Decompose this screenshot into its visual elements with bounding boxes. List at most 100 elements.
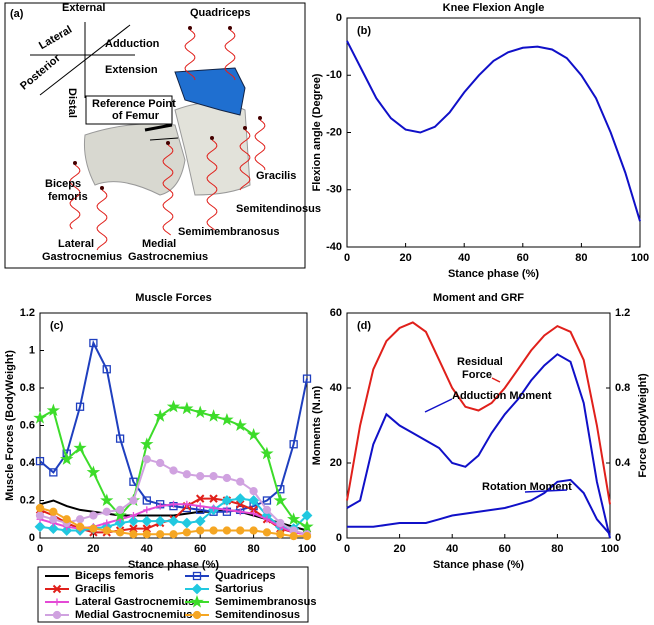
x-tick-label: 40 — [458, 252, 470, 264]
diagram-label: Medial — [142, 238, 176, 250]
marker — [52, 610, 62, 620]
marker — [62, 515, 71, 524]
marker — [168, 515, 179, 527]
muscle-point — [188, 26, 192, 30]
y2-tick-label: 0.8 — [615, 382, 630, 394]
marker — [155, 458, 165, 468]
marker — [52, 584, 62, 594]
annotation: Residual — [457, 356, 503, 368]
marker — [49, 507, 58, 516]
marker — [260, 446, 274, 460]
marker — [181, 517, 193, 529]
marker — [53, 598, 61, 606]
series-line — [346, 40, 641, 222]
y-tick-label: 0 — [29, 532, 35, 544]
marker — [300, 519, 314, 533]
y-tick-label: -30 — [326, 184, 342, 196]
chart-title: Moment and GRF — [433, 292, 524, 304]
x-axis-label: Stance phase (%) — [448, 268, 539, 280]
x-tick-label: 100 — [298, 543, 316, 555]
marker — [248, 495, 260, 506]
muscle-line — [239, 129, 251, 191]
marker — [222, 526, 232, 535]
marker — [75, 522, 85, 531]
marker — [89, 524, 98, 533]
marker — [75, 515, 85, 524]
y-tick-label: 0.4 — [20, 457, 36, 469]
marker — [129, 530, 138, 539]
x-tick-label: 40 — [141, 543, 153, 555]
diagram-label: Adduction — [105, 38, 160, 50]
muscle-point — [243, 126, 247, 130]
marker — [302, 374, 312, 383]
marker — [73, 440, 87, 454]
marker — [289, 440, 298, 449]
diagram-label: External — [62, 2, 105, 14]
diagram-label: Lateral — [58, 238, 94, 250]
marker — [169, 530, 178, 539]
marker — [129, 496, 138, 505]
y-tick-label: 0 — [336, 532, 342, 544]
marker — [102, 526, 111, 535]
muscle-line — [162, 144, 174, 236]
diagram-label: Quadriceps — [190, 7, 251, 19]
marker — [233, 418, 247, 432]
muscle-point — [100, 186, 104, 190]
marker — [143, 506, 151, 514]
marker — [196, 502, 204, 510]
marker — [142, 455, 151, 464]
annotation: Force — [462, 369, 492, 381]
muscle-line — [224, 29, 236, 81]
y-axis-label: Muscle Forces (BodyWeight) — [4, 350, 16, 501]
x-tick-label: 20 — [87, 543, 99, 555]
marker — [287, 512, 301, 525]
x-tick-label: 80 — [551, 543, 563, 555]
marker — [113, 508, 127, 522]
marker — [221, 495, 233, 506]
y-axis-label: Flexion angle (Degree) — [311, 73, 323, 191]
x-axis-label: Stance phase (%) — [433, 559, 524, 571]
annotation-arrow — [491, 377, 501, 383]
marker — [193, 405, 207, 418]
y2-tick-label: 0 — [615, 532, 621, 544]
marker — [209, 494, 218, 503]
marker — [236, 500, 245, 509]
marker — [276, 530, 285, 539]
marker — [141, 515, 153, 527]
diagram-label: Distal — [66, 88, 78, 118]
legend-label: Sartorius — [215, 583, 263, 595]
muscle-line — [184, 29, 196, 81]
legend-label: Semitendinosus — [215, 609, 300, 621]
marker — [170, 500, 177, 508]
marker — [182, 470, 192, 479]
marker — [209, 526, 218, 535]
marker — [153, 409, 167, 422]
quadriceps-shape — [174, 67, 246, 116]
marker — [102, 507, 111, 516]
marker — [263, 515, 271, 523]
diagram-label: Gastrocnemius — [128, 251, 208, 263]
y-tick-label: 1.2 — [20, 307, 35, 319]
x-tick-label: 60 — [517, 252, 529, 264]
legend-label: Quadriceps — [215, 570, 276, 582]
marker — [210, 504, 218, 512]
legend-label: Semimembranosus — [215, 596, 316, 608]
diagram-label: Biceps — [45, 178, 81, 190]
y-tick-label: 0.8 — [20, 382, 35, 394]
marker — [236, 508, 244, 516]
muscle-point — [73, 161, 77, 165]
marker — [195, 494, 205, 503]
marker — [192, 571, 202, 581]
annotation: Rotation Moment — [482, 481, 572, 493]
muscle-line — [96, 189, 108, 251]
diagram-label: of Femur — [112, 110, 160, 122]
y-tick-label: 40 — [330, 382, 342, 394]
plot-frame — [346, 312, 611, 539]
marker — [156, 502, 164, 510]
muscle-point — [258, 116, 262, 120]
marker — [103, 519, 111, 527]
panel-label: (b) — [357, 25, 371, 37]
panel-label: (a) — [10, 8, 24, 20]
diagram-label: Gastrocnemius — [42, 251, 122, 263]
marker — [276, 518, 285, 528]
